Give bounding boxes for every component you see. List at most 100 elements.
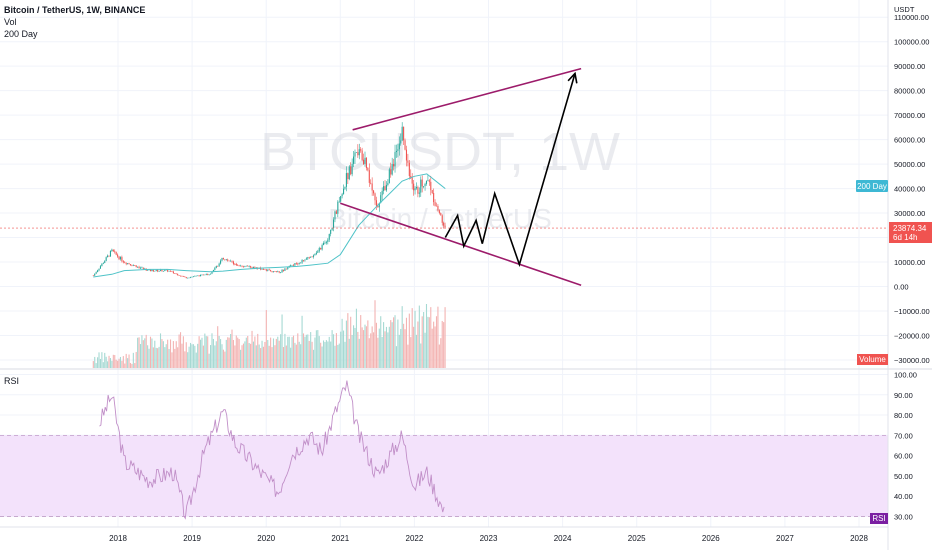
candle-body xyxy=(304,259,306,261)
candle-body xyxy=(174,273,176,274)
svg-text:RSI: RSI xyxy=(872,514,885,523)
symbol-legend[interactable]: Bitcoin / TetherUS, 1W, BINANCE xyxy=(4,5,146,15)
volume-bar xyxy=(393,317,395,368)
volume-bar xyxy=(230,334,232,368)
volume-bar xyxy=(149,336,152,368)
volume-bar xyxy=(433,321,435,368)
candle-body xyxy=(428,180,430,182)
volume-bar xyxy=(337,344,339,368)
volume-bar xyxy=(278,340,280,368)
candle-body xyxy=(230,260,232,262)
candle-body xyxy=(151,269,153,272)
candle-body xyxy=(155,269,157,271)
candle-body xyxy=(178,275,180,276)
volume-bar xyxy=(248,343,250,368)
volume-bar xyxy=(161,339,163,368)
candle-body xyxy=(348,166,350,180)
ma-legend[interactable]: 200 Day xyxy=(4,29,38,39)
candle-body xyxy=(158,270,160,272)
volume-bar xyxy=(405,317,408,368)
volume-bar xyxy=(168,349,170,368)
volume-bar xyxy=(427,316,429,368)
candle-body xyxy=(298,263,300,265)
volume-bar xyxy=(261,340,263,368)
volume-bar xyxy=(158,346,160,368)
volume-bar xyxy=(164,347,166,368)
volume-bar xyxy=(408,313,410,368)
price-tick-label: 30000.00 xyxy=(894,209,925,218)
volume-legend[interactable]: Vol xyxy=(4,17,17,27)
candle-body xyxy=(261,269,263,270)
volume-bar xyxy=(312,349,315,368)
volume-bar xyxy=(217,326,219,368)
candle-body xyxy=(210,273,212,275)
candle-body xyxy=(250,266,252,268)
volume-bar xyxy=(111,360,113,368)
candle-body xyxy=(375,200,377,207)
volume-bar xyxy=(135,351,137,368)
candle-body xyxy=(381,190,383,196)
rsi-axis-ticks[interactable]: 100.00 90.00 80.00 70.00 60.00 50.00 40.00 30.0… xyxy=(894,371,917,522)
candle-body xyxy=(301,260,303,263)
volume-bar xyxy=(201,337,203,368)
volume-bar xyxy=(191,344,193,368)
volume-bar xyxy=(268,345,270,368)
candle-body xyxy=(361,150,363,160)
time-axis-ticks[interactable]: 2018 2019 2020 2021 2022 2023 2024 2025 2026 2027… xyxy=(109,534,868,543)
volume-bar xyxy=(152,347,154,368)
volume-bar xyxy=(354,327,356,368)
candle-body xyxy=(177,273,179,276)
price-tick-label: −30000.00 xyxy=(894,356,930,365)
volume-bar xyxy=(242,343,244,368)
volume-bar xyxy=(264,341,266,368)
candle-body xyxy=(217,266,219,267)
volume-bar xyxy=(324,342,326,368)
candle-body xyxy=(297,263,299,265)
candle-body xyxy=(320,248,322,250)
volume-bar xyxy=(134,363,136,368)
candle-body xyxy=(222,257,224,260)
candle-body xyxy=(367,168,369,171)
volume-bar xyxy=(403,323,405,368)
candle-body xyxy=(413,183,415,191)
volume-bar xyxy=(325,340,327,368)
volume-bar xyxy=(373,332,375,368)
candle-body xyxy=(225,259,227,261)
candle-body xyxy=(182,276,184,277)
candle-body xyxy=(200,274,202,277)
lower-trendline[interactable] xyxy=(340,202,582,287)
price-tick-label: 40000.00 xyxy=(894,185,925,194)
volume-bar xyxy=(320,342,322,368)
price-tick-label: −10000.00 xyxy=(894,307,930,316)
volume-bar xyxy=(438,344,440,368)
price-tick-label: 110000.00 xyxy=(894,13,929,22)
upper-trendline[interactable] xyxy=(352,67,582,131)
volume-bar xyxy=(228,337,230,368)
rsi-legend[interactable]: RSI xyxy=(4,376,20,386)
candle-body xyxy=(124,262,126,264)
candle-body xyxy=(169,271,172,272)
volume-bar xyxy=(112,354,114,368)
candle-body xyxy=(388,169,390,183)
volume-bar xyxy=(355,308,357,368)
candle-body xyxy=(208,274,210,276)
volume-bar xyxy=(375,322,377,368)
candle-body xyxy=(227,259,229,261)
candle-body xyxy=(207,273,209,275)
volume-bar xyxy=(202,345,204,368)
candle-body xyxy=(168,271,170,272)
time-tick-label: 2018 xyxy=(109,534,127,543)
volume-bar xyxy=(159,333,162,368)
volume-bar xyxy=(151,338,153,368)
candle-body xyxy=(345,173,347,187)
price-axis-ticks[interactable]: 110000.00 100000.00 90000.00 80000.00 70000.… xyxy=(894,13,930,365)
volume-bar xyxy=(234,345,236,368)
volume-bar xyxy=(378,328,380,368)
candle-body xyxy=(271,271,273,273)
countdown-value: 6d 14h xyxy=(893,233,917,242)
volume-bar xyxy=(341,318,343,368)
projected-path[interactable] xyxy=(444,73,576,268)
volume-bar xyxy=(348,338,350,368)
candle-body xyxy=(374,193,376,201)
